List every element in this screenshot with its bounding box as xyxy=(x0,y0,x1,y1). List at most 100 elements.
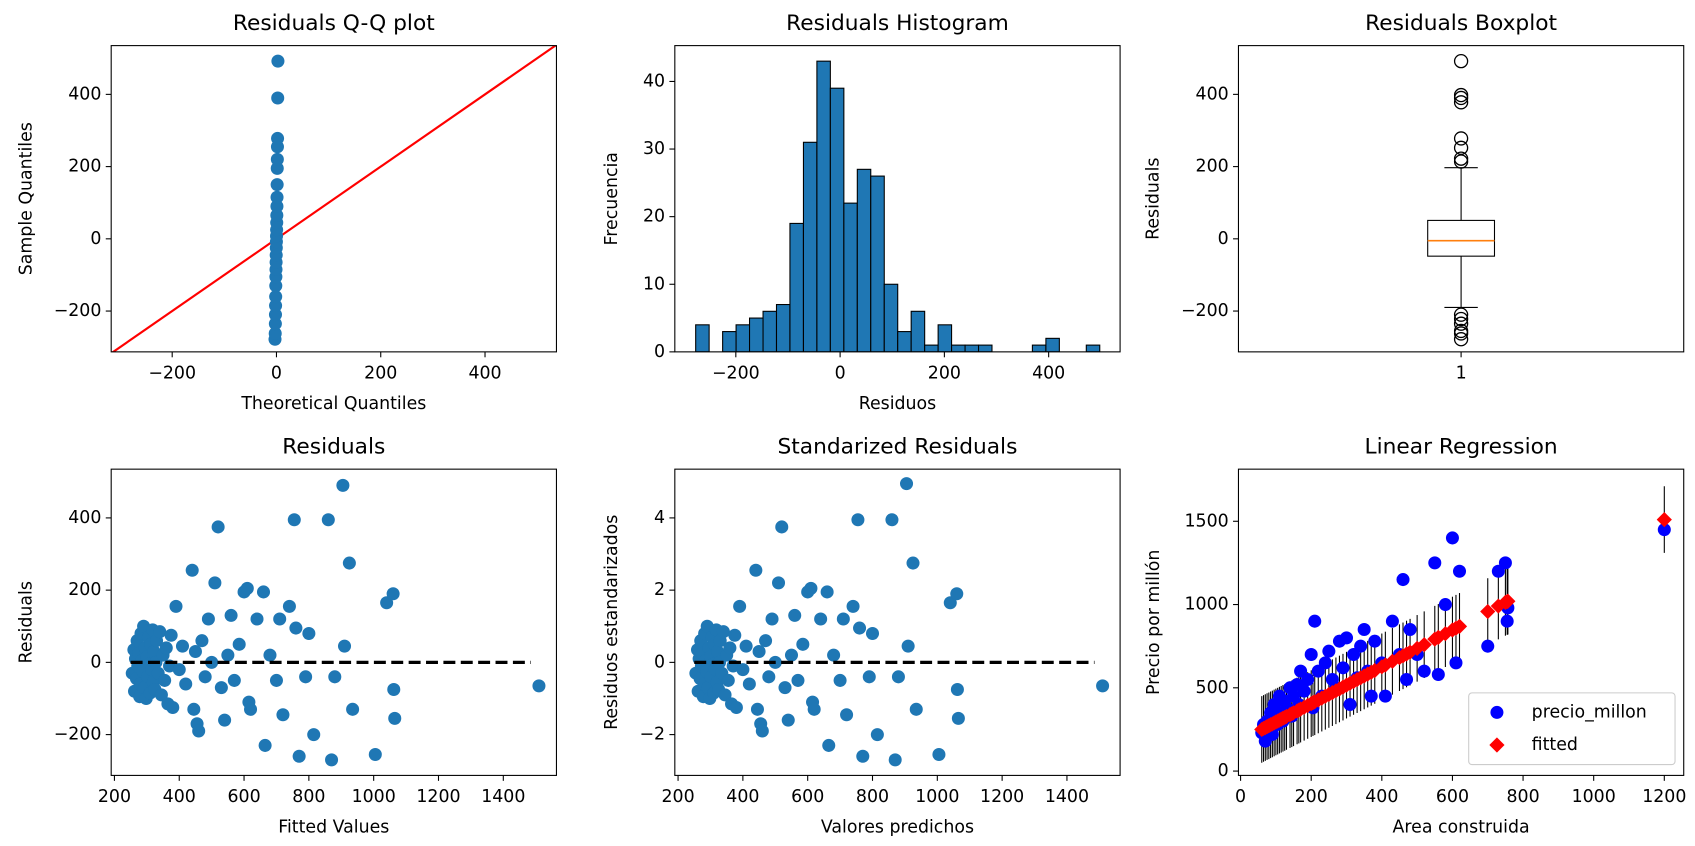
point xyxy=(321,513,335,527)
bar xyxy=(1045,337,1060,352)
bar xyxy=(735,324,751,352)
point xyxy=(1343,697,1357,711)
point xyxy=(282,599,296,613)
point xyxy=(342,556,356,570)
axes-frame xyxy=(110,45,557,353)
point xyxy=(187,702,201,716)
point xyxy=(159,641,173,655)
point xyxy=(762,670,776,684)
point xyxy=(1096,679,1110,693)
point xyxy=(289,621,303,635)
point xyxy=(1500,614,1514,628)
point xyxy=(270,152,284,166)
x-axis-label: Area construida xyxy=(1393,818,1530,838)
point xyxy=(271,91,285,105)
y-axis-label: Precio por millón xyxy=(1144,550,1164,695)
bar xyxy=(924,344,939,352)
chart-title: Residuals Boxplot xyxy=(1365,11,1557,36)
point xyxy=(1336,661,1350,675)
point xyxy=(175,639,189,653)
point xyxy=(154,688,168,702)
y-tick-label: 0 xyxy=(1218,761,1229,781)
point xyxy=(885,513,899,527)
x-tick-label: 1000 xyxy=(915,787,959,807)
bar xyxy=(883,283,899,352)
point xyxy=(900,477,914,491)
point xyxy=(232,637,246,651)
point xyxy=(827,648,841,662)
point xyxy=(368,747,382,761)
point xyxy=(1452,564,1467,578)
point xyxy=(1403,623,1417,637)
point xyxy=(1431,667,1445,682)
point xyxy=(1304,647,1318,662)
bar xyxy=(789,222,804,352)
y-tick-label: −200 xyxy=(54,301,102,321)
x-tick-label: 200 xyxy=(928,364,961,384)
plot-area xyxy=(125,478,546,767)
plot-area xyxy=(695,60,1101,352)
point xyxy=(269,290,283,304)
point xyxy=(1322,644,1336,658)
flier xyxy=(1453,87,1469,103)
axes-frame xyxy=(674,45,1121,353)
point xyxy=(865,626,880,640)
y-tick-label: 400 xyxy=(68,508,101,528)
point xyxy=(950,587,964,601)
bar xyxy=(829,87,845,352)
point xyxy=(268,326,282,340)
point xyxy=(388,711,402,725)
point xyxy=(153,625,167,639)
point xyxy=(733,599,747,613)
point xyxy=(1428,556,1442,570)
plot-area xyxy=(1254,486,1672,763)
point xyxy=(250,612,264,626)
point xyxy=(214,681,228,695)
point xyxy=(195,634,209,648)
y-tick-label: 20 xyxy=(643,207,665,227)
x-tick-label: 600 xyxy=(227,787,260,807)
point xyxy=(851,513,865,527)
point xyxy=(1438,598,1452,612)
point xyxy=(292,749,306,763)
legend-label: precio_millon xyxy=(1532,702,1647,722)
point xyxy=(836,612,850,626)
point xyxy=(1368,634,1382,648)
point xyxy=(188,645,202,659)
y-tick-label: 0 xyxy=(90,652,101,672)
point xyxy=(716,625,730,639)
y-tick-label: 1000 xyxy=(1185,595,1229,615)
point xyxy=(750,702,764,716)
x-tick-label: 1200 xyxy=(1642,787,1686,807)
point xyxy=(256,585,271,599)
point xyxy=(244,702,258,716)
point xyxy=(258,738,272,752)
point xyxy=(788,608,802,622)
y-tick-label: 200 xyxy=(1196,157,1229,177)
point xyxy=(270,178,284,192)
point xyxy=(224,608,238,622)
y-tick-label: −200 xyxy=(1181,301,1229,321)
x-tick-label: 600 xyxy=(791,787,824,807)
y-tick-label: −200 xyxy=(54,725,102,745)
chart-title: Standarized Residuals xyxy=(777,434,1017,459)
point xyxy=(1297,684,1311,698)
x-tick-label: 1 xyxy=(1456,364,1467,384)
point xyxy=(270,199,284,213)
flier xyxy=(1453,131,1469,146)
y-tick-label: 30 xyxy=(643,139,665,159)
point xyxy=(270,190,284,204)
x-tick-label: 1400 xyxy=(1045,787,1089,807)
point xyxy=(380,596,394,610)
point xyxy=(807,702,821,716)
point xyxy=(846,599,860,613)
point xyxy=(723,641,737,655)
bar xyxy=(870,175,885,352)
point xyxy=(729,700,743,715)
point xyxy=(269,279,283,293)
flier xyxy=(1453,140,1469,155)
y-tick-label: 500 xyxy=(1196,678,1229,698)
point xyxy=(772,576,786,590)
bar xyxy=(816,60,831,352)
point xyxy=(891,670,905,684)
